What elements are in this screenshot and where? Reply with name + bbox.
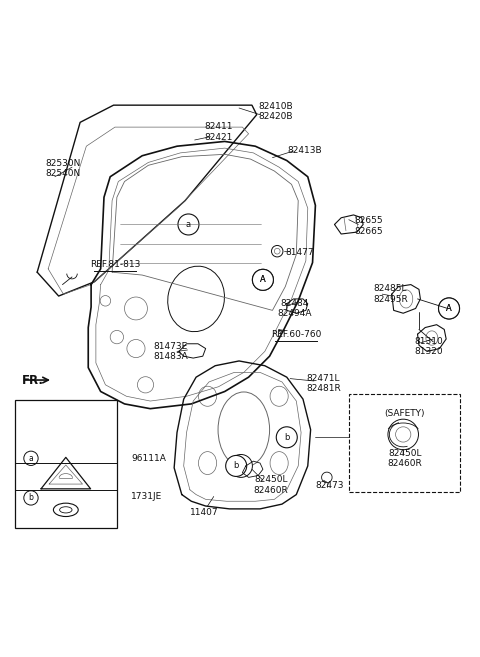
Circle shape — [100, 296, 111, 306]
Text: 82485L
82495R: 82485L 82495R — [373, 284, 408, 304]
Circle shape — [276, 427, 297, 448]
Text: 82655
82665: 82655 82665 — [355, 216, 383, 236]
Text: 81477: 81477 — [285, 248, 314, 257]
Text: REF.81-813: REF.81-813 — [90, 260, 140, 269]
Circle shape — [439, 298, 459, 319]
Text: b: b — [233, 461, 239, 470]
Circle shape — [272, 246, 283, 257]
Circle shape — [24, 491, 38, 505]
Text: A: A — [260, 275, 266, 284]
Text: 82473: 82473 — [315, 480, 344, 489]
Text: 82471L
82481R: 82471L 82481R — [306, 374, 341, 393]
Text: 82484
82494A: 82484 82494A — [277, 299, 312, 318]
FancyBboxPatch shape — [349, 394, 459, 491]
Text: b: b — [284, 433, 289, 442]
Circle shape — [439, 298, 459, 319]
Circle shape — [24, 451, 38, 465]
Text: 81473E
81483A: 81473E 81483A — [154, 342, 188, 361]
Text: 96111A: 96111A — [131, 454, 166, 463]
Text: A: A — [446, 304, 452, 313]
Text: 82450L
82460R: 82450L 82460R — [387, 449, 422, 468]
Text: 82411
82421: 82411 82421 — [204, 122, 233, 142]
Text: A: A — [260, 275, 266, 284]
Text: A: A — [446, 304, 452, 313]
Circle shape — [388, 419, 419, 449]
Circle shape — [226, 455, 247, 476]
Text: 82530N
82540N: 82530N 82540N — [46, 159, 81, 178]
Circle shape — [275, 248, 280, 254]
Text: FR.: FR. — [22, 374, 43, 386]
Circle shape — [127, 340, 145, 357]
Text: 1731JE: 1731JE — [131, 492, 162, 501]
Circle shape — [124, 297, 147, 320]
Text: b: b — [28, 493, 34, 503]
Circle shape — [252, 269, 274, 290]
Text: 82410B
82420B: 82410B 82420B — [258, 102, 293, 121]
Text: 82413B: 82413B — [287, 147, 322, 156]
FancyBboxPatch shape — [15, 400, 117, 528]
Text: a: a — [29, 454, 33, 463]
Text: (SAFETY): (SAFETY) — [384, 409, 425, 418]
Text: 81310
81320: 81310 81320 — [414, 337, 443, 356]
Text: REF.60-760: REF.60-760 — [271, 330, 322, 339]
Circle shape — [178, 214, 199, 235]
Circle shape — [396, 427, 411, 442]
Text: a: a — [186, 220, 191, 229]
Circle shape — [252, 269, 274, 290]
Text: 11407: 11407 — [190, 508, 218, 517]
Circle shape — [229, 455, 252, 478]
Circle shape — [110, 330, 123, 344]
Circle shape — [137, 376, 154, 393]
Text: 82450L
82460R: 82450L 82460R — [253, 475, 288, 495]
